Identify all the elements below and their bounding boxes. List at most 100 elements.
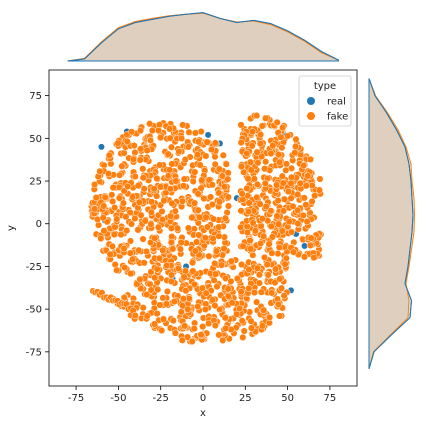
fake-point xyxy=(160,197,168,205)
fake-point xyxy=(120,245,128,253)
fake-point xyxy=(147,220,155,228)
fake-point xyxy=(108,191,116,199)
fake-point xyxy=(253,112,261,120)
fake-point xyxy=(221,183,229,191)
fake-point xyxy=(137,145,145,153)
fake-point xyxy=(109,197,117,205)
fake-point xyxy=(139,235,147,243)
fake-point xyxy=(179,182,188,190)
fake-point xyxy=(277,284,286,292)
fake-point xyxy=(294,206,302,214)
fake-point xyxy=(123,226,131,235)
fake-point xyxy=(215,331,223,339)
fake-point xyxy=(194,190,202,198)
fake-point xyxy=(222,324,230,332)
fake-point xyxy=(212,247,221,255)
fake-point xyxy=(136,156,144,164)
scatter-plot-area xyxy=(48,69,358,387)
fake-point xyxy=(287,179,295,187)
fake-point xyxy=(173,224,181,232)
fake-point xyxy=(147,286,155,294)
fake-point xyxy=(184,143,192,151)
fake-point xyxy=(216,305,224,314)
fake-point xyxy=(260,306,268,314)
fake-point xyxy=(262,158,270,166)
fake-point xyxy=(310,254,318,262)
fake-point xyxy=(97,234,105,243)
fake-point xyxy=(243,149,251,158)
fake-point xyxy=(239,242,247,250)
x-tick-label: 0 xyxy=(200,393,206,404)
fake-point xyxy=(190,280,198,289)
fake-point xyxy=(104,170,113,178)
fake-point xyxy=(281,260,289,268)
fake-point xyxy=(193,151,202,159)
fake-point xyxy=(262,202,270,211)
fake-point xyxy=(154,126,163,135)
fake-point xyxy=(272,265,280,273)
fake-point xyxy=(174,264,182,272)
fake-point xyxy=(191,168,199,176)
legend-marker-real xyxy=(307,97,315,105)
fake-point xyxy=(197,184,205,192)
fake-point xyxy=(261,179,269,187)
y-tick-label: -50 xyxy=(26,305,42,316)
fake-point xyxy=(215,165,223,173)
fake-point xyxy=(141,217,149,225)
fake-point xyxy=(131,172,139,181)
fake-point xyxy=(256,200,264,208)
fake-point xyxy=(257,239,265,248)
fake-point xyxy=(196,161,204,169)
fake-point xyxy=(292,142,300,151)
y-tick-label: -25 xyxy=(26,262,42,273)
fake-point xyxy=(178,197,186,205)
fake-point xyxy=(257,131,265,139)
fake-point xyxy=(205,319,213,328)
fake-point xyxy=(194,303,202,311)
fake-point xyxy=(172,177,180,185)
fake-point xyxy=(131,311,139,320)
fake-point xyxy=(268,233,276,241)
fake-point xyxy=(193,238,201,246)
fake-point xyxy=(127,220,136,228)
fake-point xyxy=(158,207,166,215)
fake-point xyxy=(140,185,148,193)
fake-point xyxy=(182,287,190,295)
fake-point xyxy=(209,215,218,223)
fake-point xyxy=(134,182,142,190)
fake-point xyxy=(285,218,293,226)
fake-point xyxy=(126,208,134,217)
fake-point xyxy=(249,219,257,227)
fake-point xyxy=(277,133,285,141)
fake-point xyxy=(185,128,193,136)
fake-point xyxy=(287,194,295,202)
legend-marker-fake xyxy=(307,112,315,120)
fake-point xyxy=(316,175,324,183)
fake-point xyxy=(207,193,215,201)
fake-point xyxy=(266,313,274,321)
fake-point xyxy=(250,175,258,183)
fake-point xyxy=(100,202,108,210)
fake-point xyxy=(221,274,230,282)
fake-point xyxy=(216,198,224,206)
fake-point xyxy=(237,163,246,171)
fake-point xyxy=(166,125,174,133)
fake-point xyxy=(218,261,226,269)
fake-point xyxy=(267,222,275,230)
fake-point xyxy=(215,223,223,231)
fake-point xyxy=(166,134,174,142)
fake-point xyxy=(202,289,210,297)
fake-point xyxy=(169,317,177,325)
fake-point xyxy=(100,227,108,235)
y-tick-label: 50 xyxy=(29,134,42,145)
fake-point xyxy=(136,127,145,135)
marginal-x-kde xyxy=(67,12,339,62)
fake-point xyxy=(211,160,219,168)
fake-point xyxy=(116,171,124,179)
fake-point xyxy=(247,324,256,332)
x-tick-label: 75 xyxy=(324,393,337,404)
fake-point xyxy=(118,162,126,170)
fake-point xyxy=(211,139,219,147)
fake-point xyxy=(203,223,211,231)
fake-point xyxy=(166,185,175,193)
